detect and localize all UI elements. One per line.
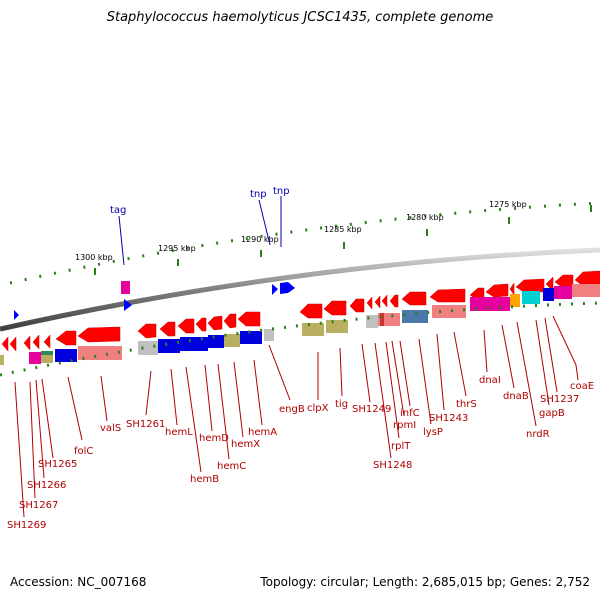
scale-label-1300: 1300 kbp bbox=[75, 253, 113, 262]
label-rplt: rplT bbox=[391, 441, 411, 452]
label-hemd: hemD bbox=[199, 433, 229, 444]
label-tig: tig bbox=[335, 399, 348, 410]
scale-label-1285: 1285 kbp bbox=[324, 225, 362, 234]
label-rpmi: rpmI bbox=[393, 420, 416, 431]
label-tag: tag bbox=[110, 205, 126, 216]
label-sh1269: SH1269 bbox=[7, 520, 46, 531]
label-tnp-2: tnp bbox=[273, 186, 290, 197]
scale-ticks bbox=[94, 205, 592, 275]
scale-label-1280: 1280 kbp bbox=[406, 213, 444, 222]
label-engb: engB bbox=[279, 404, 305, 415]
blue-features bbox=[14, 282, 295, 320]
label-sh1248: SH1248 bbox=[373, 460, 412, 471]
label-dnab: dnaB bbox=[503, 391, 529, 402]
label-coae: coaE bbox=[570, 381, 594, 392]
label-infc: infC bbox=[400, 408, 420, 419]
scale-label-1295: 1295 kbp bbox=[158, 244, 196, 253]
genome-summary: Topology: circular; Length: 2,685,015 bp… bbox=[260, 575, 590, 589]
gene-labels: SH1269 SH1267 SH1266 SH1265 folC valS SH… bbox=[7, 375, 594, 531]
scale-track-inner bbox=[0, 301, 600, 377]
label-sh1267: SH1267 bbox=[19, 500, 58, 511]
label-sh1265: SH1265 bbox=[38, 459, 77, 470]
label-nrdr: nrdR bbox=[526, 429, 550, 440]
label-thrs: thrS bbox=[456, 399, 477, 410]
label-heml: hemL bbox=[165, 427, 193, 438]
label-hemx: hemX bbox=[231, 439, 260, 450]
label-gapb: gapB bbox=[539, 408, 565, 419]
map-title: Staphylococcus haemolyticus JCSC1435, co… bbox=[106, 10, 494, 25]
gene-arrows bbox=[1, 270, 600, 352]
label-sh1243: SH1243 bbox=[429, 413, 468, 424]
label-hemb: hemB bbox=[190, 474, 219, 485]
label-clpx: clpX bbox=[307, 403, 329, 414]
label-sh1266: SH1266 bbox=[27, 480, 66, 491]
scale-track-outer bbox=[9, 201, 600, 285]
label-sh1261: SH1261 bbox=[126, 419, 165, 430]
gene-label-lines bbox=[14, 315, 579, 518]
label-tnp-1: tnp bbox=[250, 189, 267, 200]
label-dnai: dnaI bbox=[479, 375, 501, 386]
genome-backbone bbox=[0, 247, 600, 332]
label-folc: folC bbox=[74, 446, 93, 457]
tag-feature-box bbox=[121, 281, 130, 294]
scale-label-1275: 1275 kbp bbox=[489, 200, 527, 209]
accession-label: Accession: NC_007168 bbox=[10, 575, 147, 589]
blue-label-lines bbox=[118, 196, 282, 266]
label-sh1249: SH1249 bbox=[352, 404, 391, 415]
scale-label-1290: 1290 kbp bbox=[241, 235, 279, 244]
cog-boxes bbox=[0, 284, 600, 365]
label-hemc: hemC bbox=[217, 461, 246, 472]
label-sh1237: SH1237 bbox=[540, 394, 579, 405]
label-vals: valS bbox=[100, 423, 121, 434]
label-hema: hemA bbox=[248, 427, 277, 438]
label-lysp: lysP bbox=[423, 427, 443, 438]
